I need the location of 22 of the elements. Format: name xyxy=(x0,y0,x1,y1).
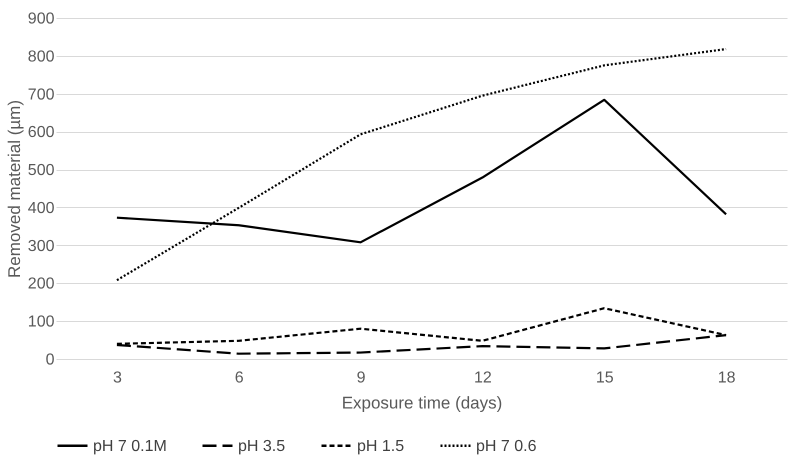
x-axis-title: Exposure time (days) xyxy=(342,394,502,412)
x-tick-label: 9 xyxy=(356,370,366,386)
y-axis-title: Removed material (µm) xyxy=(4,100,24,278)
legend-label: pH 1.5 xyxy=(357,438,404,455)
x-tick-label: 6 xyxy=(234,370,244,386)
y-tick-label: 100 xyxy=(28,314,55,331)
x-tick-label: 15 xyxy=(596,370,614,386)
x-tick-label: 3 xyxy=(112,370,122,386)
y-tick-label: 900 xyxy=(28,10,55,28)
y-tick-label: 0 xyxy=(46,352,55,368)
y-tick-label: 700 xyxy=(28,86,55,104)
y-tick-label: 400 xyxy=(28,200,55,217)
legend-label: pH 7 0.1M xyxy=(93,438,167,455)
y-tick-label: 600 xyxy=(28,124,55,142)
y-tick-label: 800 xyxy=(28,48,55,66)
y-tick-label: 200 xyxy=(28,276,55,293)
y-tick-label: 500 xyxy=(28,162,55,180)
legend-label: pH 7 0.6 xyxy=(476,438,537,455)
legend-label: pH 3.5 xyxy=(238,438,286,455)
x-tick-label: 12 xyxy=(474,370,492,386)
y-tick-label: 300 xyxy=(28,238,55,255)
x-tick-label: 18 xyxy=(718,370,736,386)
